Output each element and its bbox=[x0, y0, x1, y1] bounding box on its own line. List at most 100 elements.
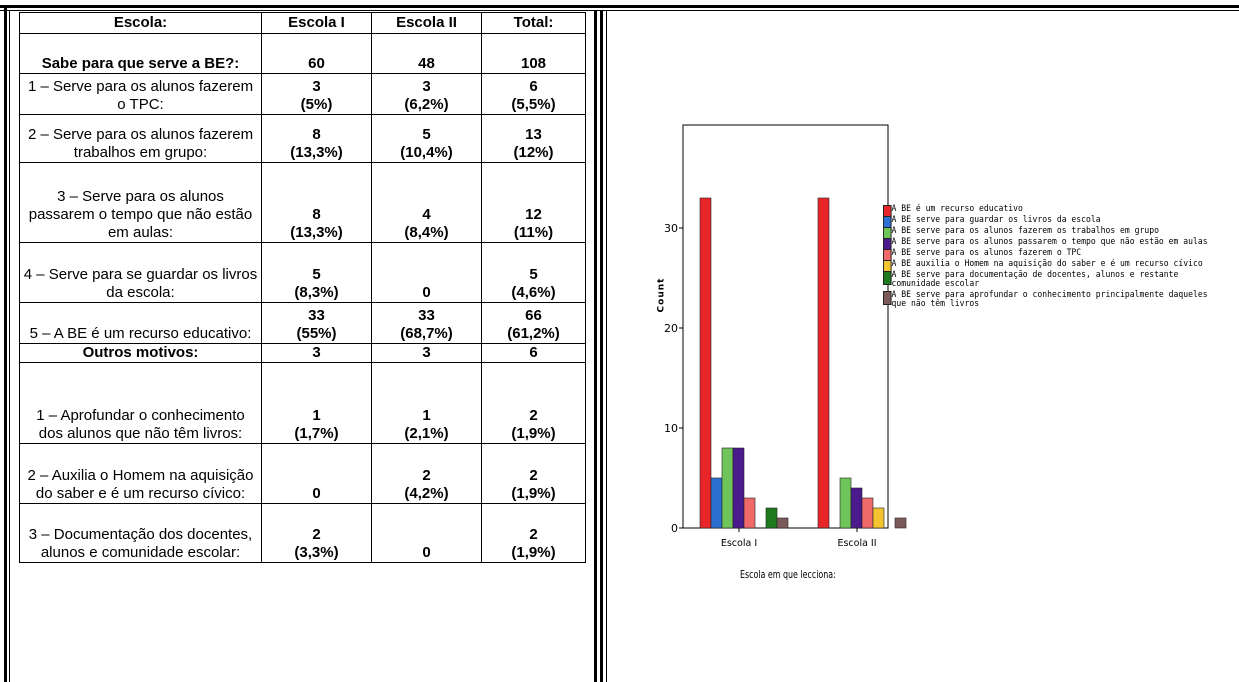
cell-percent: (1,9%) bbox=[511, 485, 556, 502]
cell-percent: (6,2%) bbox=[404, 96, 449, 113]
legend-label: A BE serve para os alunos fazerem os tra… bbox=[891, 226, 1159, 236]
cell-percent: (1,9%) bbox=[511, 544, 556, 561]
bar bbox=[732, 447, 745, 529]
legend-item: A BE serve para documentação de docentes… bbox=[883, 271, 1225, 289]
bar bbox=[743, 497, 756, 529]
cell-c1: 33 (55%) bbox=[261, 302, 372, 344]
legend-item: A BE serve para os alunos fazerem o TPC bbox=[883, 248, 1225, 263]
cell-count: 33 bbox=[418, 307, 435, 324]
cell-c3: 6 (5,5%) bbox=[481, 73, 586, 115]
legend-item: A BE serve para os alunos passarem o tem… bbox=[883, 238, 1225, 252]
cell-c3: 2 (1,9%) bbox=[481, 443, 586, 504]
legend-item: A BE serve para aprofundar o conheciment… bbox=[883, 291, 1225, 309]
cell-percent: (1,7%) bbox=[294, 425, 339, 442]
cell-count: 2 bbox=[312, 526, 321, 543]
cell-c3: 5 (4,6%) bbox=[481, 242, 586, 303]
legend-item: A BE auxilia o Homem na aquisição do sab… bbox=[883, 260, 1225, 274]
cell-percent: (12%) bbox=[513, 144, 554, 161]
cell-c1: 1 (1,7%) bbox=[261, 362, 372, 444]
legend-item: A BE serve para guardar os livros da esc… bbox=[883, 215, 1225, 230]
left-border bbox=[4, 5, 7, 682]
legend-swatch bbox=[883, 271, 892, 285]
row-label: 2 – Auxilia o Homem na aquisição do sabe… bbox=[19, 443, 262, 504]
x-tick-label: Escola I bbox=[721, 538, 757, 549]
cell-c1: 8 (13,3%) bbox=[261, 114, 372, 163]
bar bbox=[839, 477, 852, 529]
cell-count: 8 bbox=[312, 126, 321, 143]
plot-frame bbox=[682, 124, 889, 529]
table-row: 5 – A BE é um recurso educativo: 33 (55%) 3… bbox=[19, 302, 586, 344]
cell-percent: (5%) bbox=[300, 96, 333, 113]
results-table: Escola: Escola I Escola II Total: Sabe p… bbox=[19, 12, 586, 563]
legend-label: A BE serve para documentação de docentes… bbox=[891, 270, 1179, 289]
cell-percent: (8,3%) bbox=[294, 284, 339, 301]
divider-right bbox=[606, 10, 607, 682]
cell-count: 5 bbox=[529, 266, 538, 283]
cell-c1: 5 (8,3%) bbox=[261, 242, 372, 303]
table-row: Sabe para que serve a BE?: 60 48 108 bbox=[19, 33, 586, 74]
table-row: Outros motivos: 3 3 6 bbox=[19, 343, 586, 363]
top-rule-thin bbox=[0, 10, 1239, 11]
cell-c2: 48 bbox=[371, 33, 482, 74]
legend-label: A BE serve para guardar os livros da esc… bbox=[891, 215, 1101, 225]
chart-svg: 0 10 20 30 Escola I Escola II bbox=[664, 124, 907, 549]
table-body: Sabe para que serve a BE?: 60 48 108 1 – Ser… bbox=[19, 33, 586, 563]
cell-c1: 3 (5%) bbox=[261, 73, 372, 115]
bar bbox=[765, 507, 778, 529]
cell-c1: 3 bbox=[261, 343, 372, 363]
cell-count: 0 bbox=[422, 284, 431, 301]
cell-percent: (10,4%) bbox=[400, 144, 453, 161]
header-row: Escola: Escola I Escola II Total: bbox=[19, 12, 586, 34]
y-tick-label: 0 bbox=[671, 522, 678, 535]
row-label: 2 – Serve para os alunos fazerem trabalh… bbox=[19, 114, 262, 163]
bar bbox=[861, 497, 874, 529]
table-row: 4 – Serve para se guardar os livros da e… bbox=[19, 242, 586, 303]
bar bbox=[850, 487, 863, 529]
table-row: 2 – Auxilia o Homem na aquisição do sabe… bbox=[19, 443, 586, 504]
y-axis-title: Count bbox=[656, 277, 667, 313]
row-label: Sabe para que serve a BE?: bbox=[19, 33, 262, 74]
row-label: Outros motivos: bbox=[19, 343, 262, 363]
cell-c2: 33 (68,7%) bbox=[371, 302, 482, 344]
cell-count: 66 bbox=[525, 307, 542, 324]
cell-c2: 0 bbox=[371, 242, 482, 303]
legend-label: A BE serve para os alunos fazerem o TPC bbox=[891, 248, 1082, 258]
cell-percent: (68,7%) bbox=[400, 325, 453, 342]
bar bbox=[872, 507, 885, 529]
table-row: 3 – Serve para os alunos passarem o temp… bbox=[19, 162, 586, 243]
cell-percent: (13,3%) bbox=[290, 144, 343, 161]
legend-label: A BE serve para aprofundar o conheciment… bbox=[891, 290, 1208, 309]
cell-count: 2 bbox=[529, 467, 538, 484]
cell-c2: 1 (2,1%) bbox=[371, 362, 482, 444]
cell-count: 2 bbox=[529, 407, 538, 424]
chart-legend: A BE é um recurso educativo A BE serve pa… bbox=[883, 205, 1239, 311]
divider-left bbox=[594, 10, 597, 682]
y-tick-label: 10 bbox=[664, 422, 678, 435]
cell-count: 1 bbox=[422, 407, 431, 424]
cell-c1: 8 (13,3%) bbox=[261, 162, 372, 243]
row-label: 3 – Serve para os alunos passarem o temp… bbox=[19, 162, 262, 243]
cell-c2: 3 bbox=[371, 343, 482, 363]
cell-percent: (4,2%) bbox=[404, 485, 449, 502]
cell-c1: 60 bbox=[261, 33, 372, 74]
cell-percent: (1,9%) bbox=[511, 425, 556, 442]
cell-percent: (5,5%) bbox=[511, 96, 556, 113]
x-axis-title: Escola em que lecciona: bbox=[740, 568, 836, 581]
cell-count: 5 bbox=[312, 266, 321, 283]
cell-c2: 4 (8,4%) bbox=[371, 162, 482, 243]
row-label: 3 – Documentação dos docentes, alunos e … bbox=[19, 503, 262, 563]
cell-percent: (13,3%) bbox=[290, 224, 343, 241]
cell-c2: 5 (10,4%) bbox=[371, 114, 482, 163]
table-row: 2 – Serve para os alunos fazerem trabalh… bbox=[19, 114, 586, 163]
row-label: 1 – Aprofundar o conhecimento dos alunos… bbox=[19, 362, 262, 444]
header-escola: Escola: bbox=[19, 12, 262, 34]
legend-swatch bbox=[883, 291, 892, 305]
cell-count: 13 bbox=[525, 126, 542, 143]
cell-count: 3 bbox=[312, 78, 321, 95]
cell-count: 3 bbox=[422, 78, 431, 95]
cell-percent: (4,6%) bbox=[511, 284, 556, 301]
legend-item: A BE serve para os alunos fazerem os tra… bbox=[883, 226, 1225, 241]
row-label: 1 – Serve para os alunos fazerem o TPC: bbox=[19, 73, 262, 115]
cell-count: 2 bbox=[422, 467, 431, 484]
cell-count: 0 bbox=[422, 544, 431, 561]
